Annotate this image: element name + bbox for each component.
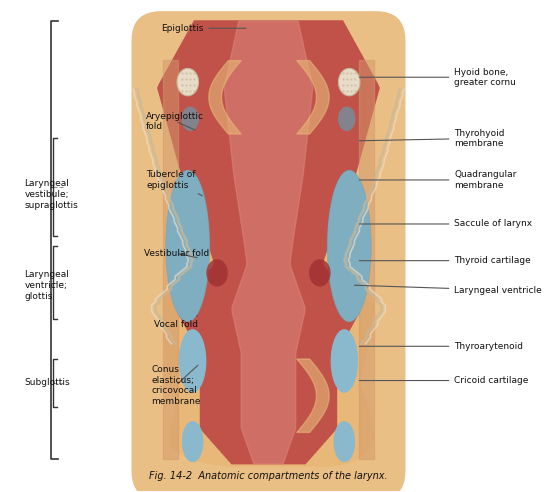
Text: Tubercle of
epiglottis: Tubercle of epiglottis <box>146 170 202 196</box>
Text: Thyroarytenoid: Thyroarytenoid <box>360 342 524 351</box>
FancyBboxPatch shape <box>131 11 406 492</box>
Ellipse shape <box>331 329 358 393</box>
Polygon shape <box>224 21 312 463</box>
Text: Thyrohyoid
membrane: Thyrohyoid membrane <box>360 129 505 148</box>
Text: Conus
elasticus;
cricovocal
membrane: Conus elasticus; cricovocal membrane <box>151 365 201 405</box>
Polygon shape <box>224 21 312 463</box>
Text: Saccule of larynx: Saccule of larynx <box>360 219 532 228</box>
Ellipse shape <box>334 421 355 462</box>
Polygon shape <box>163 62 373 466</box>
Ellipse shape <box>166 170 210 322</box>
Text: Subglottis: Subglottis <box>24 378 70 388</box>
Polygon shape <box>338 68 360 96</box>
Text: Thyroid cartilage: Thyroid cartilage <box>360 256 531 265</box>
Ellipse shape <box>327 170 371 322</box>
Ellipse shape <box>206 259 228 287</box>
Text: Vocal fold: Vocal fold <box>153 315 198 329</box>
Ellipse shape <box>179 329 206 393</box>
Text: Laryngeal
vestibule;
supraglottis: Laryngeal vestibule; supraglottis <box>24 179 78 210</box>
Ellipse shape <box>327 170 371 322</box>
Text: Laryngeal ventricle: Laryngeal ventricle <box>355 285 542 295</box>
Text: Vestibular fold: Vestibular fold <box>143 249 209 258</box>
Text: Epiglottis: Epiglottis <box>161 24 246 33</box>
Ellipse shape <box>309 259 331 287</box>
Text: Aryepiglottic
fold: Aryepiglottic fold <box>146 112 204 131</box>
Text: Quadrangular
membrane: Quadrangular membrane <box>360 170 517 189</box>
Polygon shape <box>158 21 379 463</box>
Ellipse shape <box>338 107 356 131</box>
Text: Cricoid cartilage: Cricoid cartilage <box>360 376 529 385</box>
Polygon shape <box>177 68 198 96</box>
Text: Laryngeal
ventricle;
glottis: Laryngeal ventricle; glottis <box>24 270 69 301</box>
Text: Fig. 14-2  Anatomic compartments of the larynx.: Fig. 14-2 Anatomic compartments of the l… <box>149 471 388 481</box>
Text: Hyoid bone,
greater cornu: Hyoid bone, greater cornu <box>360 67 516 87</box>
Ellipse shape <box>182 421 203 462</box>
Ellipse shape <box>181 107 199 131</box>
Ellipse shape <box>166 170 210 322</box>
